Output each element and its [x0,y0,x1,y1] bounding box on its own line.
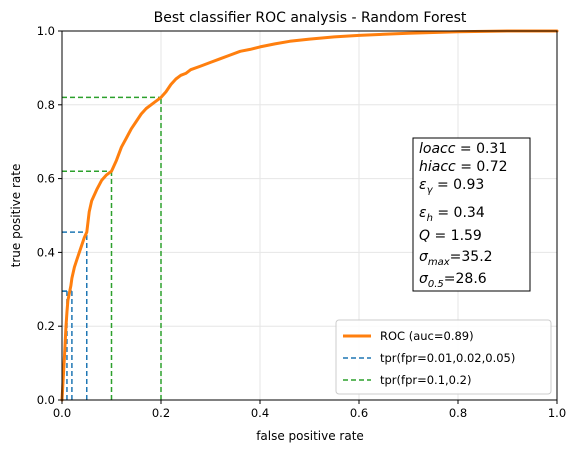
x-tick-label: 0.2 [152,406,170,420]
stat-hiacc: hiacc = 0.72 [419,159,508,175]
y-tick-label: 0.6 [37,172,55,186]
x-axis-ticks: 0.0 0.2 0.4 0.6 0.8 1.0 [53,400,566,420]
legend-label: tpr(fpr=0.01,0.02,0.05) [380,351,515,365]
stat-Q: Q = 1.59 [419,228,482,244]
legend-label: ROC (auc=0.89) [380,329,474,343]
y-axis-label: true positive rate [9,164,23,268]
roc-curve-layer [60,29,559,402]
stat-sigma_05: σ0.5=28.6 [419,271,487,290]
x-tick-label: 0.0 [53,406,71,420]
y-tick-label: 0.2 [37,319,55,333]
y-tick-label: 0.0 [37,393,55,407]
x-tick-label: 1.0 [548,406,566,420]
stat-eps_h: εh = 0.34 [419,205,485,224]
stats-box-frame [412,137,531,292]
chart-title: Best classifier ROC analysis - Random Fo… [154,10,467,26]
x-tick-label: 0.6 [350,406,368,420]
y-tick-label: 1.0 [37,24,55,38]
legend-label: tpr(fpr=0.1,0.2) [380,373,471,387]
x-tick-label: 0.8 [449,406,467,420]
plot-frame [61,30,558,401]
y-axis-ticks: 0.0 0.2 0.4 0.6 0.8 1.0 [37,24,62,407]
legend-items: ROC (auc=0.89) tpr(fpr=0.01,0.02,0.05) tpr… [343,329,515,387]
x-tick-label: 0.4 [251,406,269,420]
x-axis-label: false positive rate [256,429,364,443]
legend: ROC (auc=0.89) tpr(fpr=0.01,0.02,0.05) tpr… [335,319,552,395]
y-tick-label: 0.4 [37,245,55,259]
roc-curve-line [60,29,559,402]
stats-lines: loacc = 0.31 hiacc = 0.72 εγ = 0.93 εh = 0.… [419,141,508,290]
stat-sigma_max: σmax=35.2 [419,249,493,268]
y-tick-label: 0.8 [37,98,55,112]
legend-frame [335,319,552,395]
stats-box: loacc = 0.31 hiacc = 0.72 εγ = 0.93 εh = 0.… [412,137,531,292]
stat-loacc: loacc = 0.31 [419,141,507,157]
stat-eps_gamma: εγ = 0.93 [419,177,484,196]
